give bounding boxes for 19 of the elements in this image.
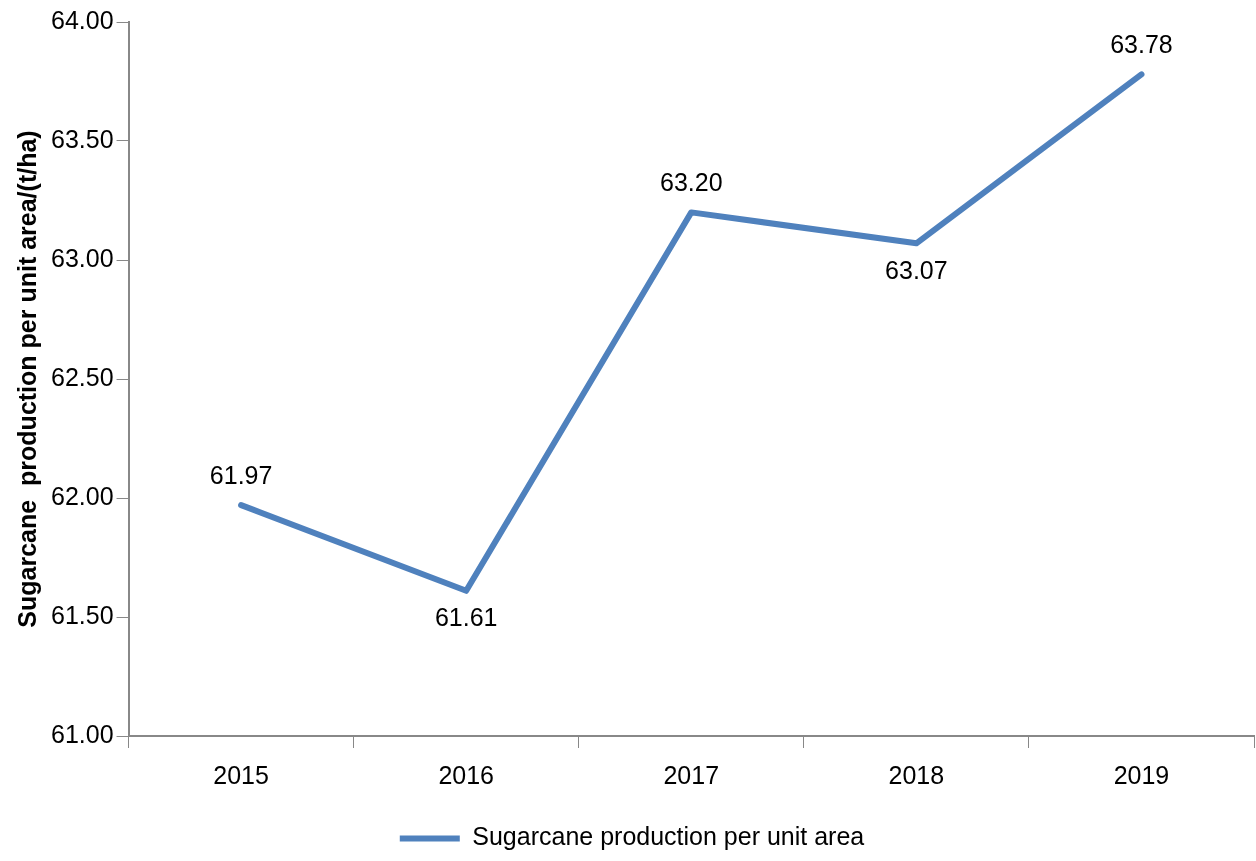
x-tick-label: 2015 (213, 760, 269, 789)
y-tick-label: 62.00 (51, 481, 114, 510)
data-label: 63.07 (885, 255, 948, 284)
y-axis-title: Sugarcane production per unit area/(t/ha) (12, 130, 41, 628)
data-label: 63.78 (1110, 29, 1173, 58)
x-tick-label: 2019 (1113, 760, 1170, 789)
y-tick-label: 63.00 (51, 243, 114, 272)
legend-label: Sugarcane production per unit area (472, 822, 865, 851)
y-tick-label: 61.00 (51, 719, 114, 748)
y-tick-label: 63.50 (51, 124, 114, 153)
y-tick-label: 62.50 (51, 362, 114, 391)
x-tick-label: 2018 (888, 760, 945, 789)
data-label: 61.61 (434, 603, 498, 632)
data-label: 63.20 (660, 167, 723, 196)
x-tick-label: 2017 (663, 760, 720, 789)
data-label: 61.97 (209, 460, 273, 489)
x-tick-label: 2016 (438, 760, 495, 789)
y-tick-label: 61.50 (51, 600, 114, 629)
y-tick-label: 64.00 (51, 5, 114, 34)
